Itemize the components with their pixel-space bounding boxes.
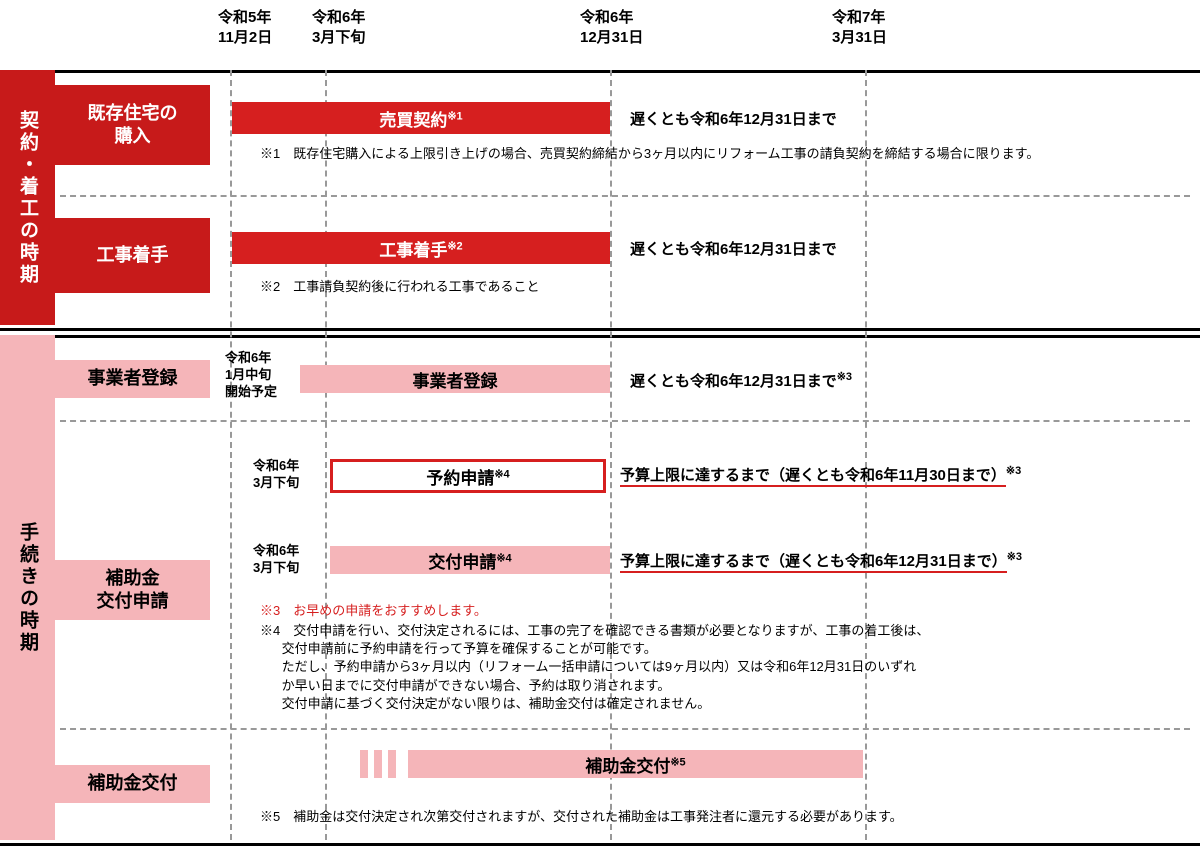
- subhead-subsidy-grant: 補助金交付: [55, 765, 210, 803]
- note-5: ※5 補助金は交付決定され次第交付されますが、交付された補助金は工事発注者に還元…: [260, 808, 903, 826]
- subhead-business-registration: 事業者登録: [55, 360, 210, 398]
- note-4: ※4 交付申請を行い、交付決定されるには、工事の完了を確認できる書類が必要となり…: [260, 622, 929, 713]
- date-2: 令和6年3月下旬: [312, 8, 365, 47]
- note-1: ※1 既存住宅購入による上限引き上げの場合、売買契約締結から3ヶ月以内にリフォー…: [260, 145, 1039, 163]
- bar-reservation-application: 予約申請※4: [330, 459, 606, 493]
- bar-grant-application: 交付申請※4: [330, 546, 610, 574]
- bar-grant-lead-stripes: [360, 750, 396, 778]
- subhead-subsidy-application: 補助金交付申請: [55, 560, 210, 620]
- vline-4: [865, 70, 867, 840]
- note-3: ※3 お早めの申請をおすすめします。: [260, 602, 487, 620]
- subhead-existing-purchase: 既存住宅の購入: [55, 85, 210, 165]
- start-label-registration: 令和6年1月中旬開始予定: [225, 350, 277, 401]
- vline-1: [230, 70, 232, 840]
- text-deadline-2: 遅くとも令和6年12月31日まで: [630, 238, 837, 259]
- bar-business-registration: 事業者登録: [300, 365, 610, 393]
- vheader-contract: 契約・着工の時期: [0, 70, 55, 325]
- date-1: 令和5年11月2日: [218, 8, 272, 47]
- subhead-construction-start: 工事着手: [55, 218, 210, 293]
- note-2: ※2 工事請負契約後に行われる工事であること: [260, 278, 539, 296]
- start-label-grant-app: 令和6年3月下旬: [253, 543, 299, 577]
- bar-construction-start: 工事着手※2: [232, 232, 610, 264]
- text-budget-limit-2: 予算上限に達するまで（遅くとも令和6年12月31日まで）※3: [620, 550, 1022, 571]
- text-deadline-1: 遅くとも令和6年12月31日まで: [630, 108, 837, 129]
- vheader-procedure: 手続きの時期: [0, 335, 55, 840]
- start-label-reservation: 令和6年3月下旬: [253, 458, 299, 492]
- date-3: 令和6年12月31日: [580, 8, 643, 47]
- text-deadline-3: 遅くとも令和6年12月31日まで※3: [630, 370, 852, 391]
- date-4: 令和7年3月31日: [832, 8, 887, 47]
- bar-subsidy-grant: 補助金交付※5: [408, 750, 863, 778]
- vline-3: [610, 70, 612, 840]
- text-budget-limit-1: 予算上限に達するまで（遅くとも令和6年11月30日まで）※3: [620, 464, 1021, 485]
- bar-sales-contract: 売買契約※1: [232, 102, 610, 134]
- vline-2: [325, 70, 327, 840]
